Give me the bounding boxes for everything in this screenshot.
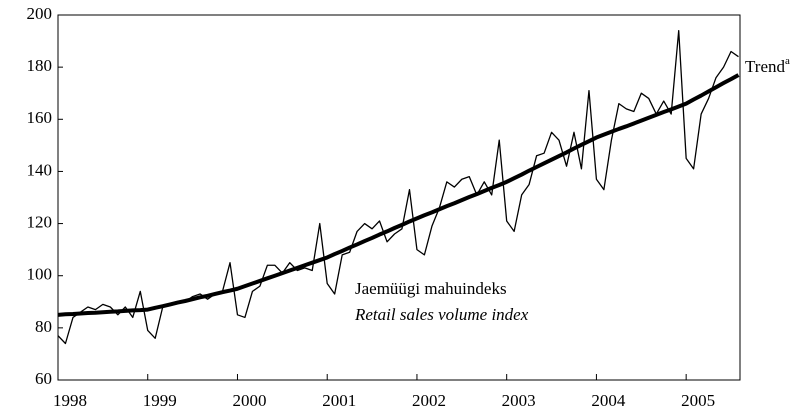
- x-tick-label: 2005: [681, 391, 715, 410]
- y-tick-label: 140: [27, 160, 53, 179]
- y-tick-label: 120: [27, 212, 53, 231]
- x-tick-label: 1998: [53, 391, 87, 410]
- y-tick-label: 80: [35, 317, 52, 336]
- series-label-en: Retail sales volume index: [354, 305, 529, 324]
- trend-name: Trend: [745, 57, 785, 76]
- x-tick-label: 2004: [591, 391, 626, 410]
- y-tick-label: 200: [27, 4, 53, 23]
- series-label: Jaemüügi mahuindeks: [355, 279, 507, 298]
- x-tick-label: 2003: [502, 391, 536, 410]
- x-tick-label: 2001: [322, 391, 356, 410]
- y-tick-label: 60: [35, 369, 52, 388]
- x-tick-label: 2000: [232, 391, 266, 410]
- plot-frame: [57, 14, 741, 381]
- trend-label: Trenda: [745, 55, 790, 76]
- y-tick-label: 160: [27, 108, 53, 127]
- series-line: [57, 73, 740, 317]
- y-tick-label: 180: [27, 56, 53, 75]
- trend-note: a: [785, 55, 790, 67]
- y-tick-label: 100: [27, 265, 53, 284]
- x-tick-label: 1999: [143, 391, 177, 410]
- x-tick-label: 2002: [412, 391, 446, 410]
